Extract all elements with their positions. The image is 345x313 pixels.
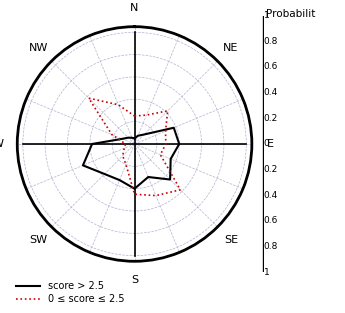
Text: 0: 0 xyxy=(264,140,269,148)
Text: W: W xyxy=(0,139,4,149)
Text: NW: NW xyxy=(29,43,48,53)
Text: 0.4: 0.4 xyxy=(264,191,278,200)
Text: 1: 1 xyxy=(264,268,269,277)
Text: 1: 1 xyxy=(264,11,269,20)
Text: Probabilit: Probabilit xyxy=(266,9,315,19)
Text: 0.4: 0.4 xyxy=(264,88,278,97)
Text: 0.2: 0.2 xyxy=(264,114,278,123)
Text: 0.6: 0.6 xyxy=(264,63,278,71)
Text: N: N xyxy=(130,3,139,13)
Text: NE: NE xyxy=(223,43,239,53)
Text: 0.8: 0.8 xyxy=(264,242,278,251)
Text: 0.6: 0.6 xyxy=(264,217,278,225)
Text: E: E xyxy=(267,139,274,149)
Legend: score > 2.5, 0 ≤ score ≤ 2.5: score > 2.5, 0 ≤ score ≤ 2.5 xyxy=(12,277,128,308)
Text: SE: SE xyxy=(224,235,238,245)
Text: 0.2: 0.2 xyxy=(264,165,278,174)
Text: 0.8: 0.8 xyxy=(264,37,278,46)
Text: S: S xyxy=(131,275,138,285)
Text: SW: SW xyxy=(29,235,47,245)
